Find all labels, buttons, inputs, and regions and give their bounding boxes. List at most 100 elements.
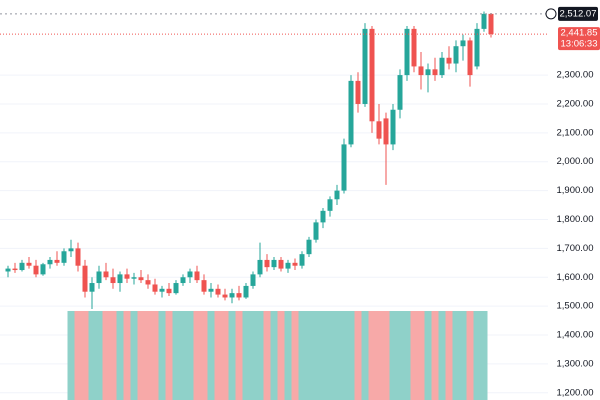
volume-bar (291, 311, 299, 400)
volume-bar (326, 311, 334, 400)
candle-body (243, 285, 249, 298)
price-axis: 1,200.00 1,300.00 1,400.00 1,500.00 1,600.00… (545, 6, 600, 398)
candle-body (362, 28, 368, 104)
volume-bar (179, 311, 187, 400)
volume-bar (312, 311, 320, 400)
candle-body (390, 109, 396, 145)
candle-body (19, 262, 25, 271)
volume-bar (277, 311, 285, 400)
candle-body (124, 274, 130, 279)
volume-bar (256, 311, 264, 400)
volume-bar (165, 311, 173, 400)
y-tick-label: 1,800.00 (557, 214, 594, 225)
candle-body (187, 271, 193, 278)
candle-body (481, 13, 487, 29)
candle-body (376, 121, 382, 139)
volume-bar (417, 311, 425, 400)
candle-body (292, 262, 298, 266)
last-price-box (558, 27, 600, 51)
volume-bar (249, 311, 257, 400)
y-tick-label: 1,200.00 (557, 387, 594, 398)
candle-body (194, 271, 200, 281)
volume-bar (445, 311, 453, 400)
volume-bar (361, 311, 369, 400)
volume-bar (151, 311, 159, 400)
volume-bar (438, 311, 446, 400)
volume-bar (333, 311, 341, 400)
countdown: 13:06:33 (561, 39, 598, 50)
candle-body (418, 66, 424, 76)
candle-body (369, 28, 375, 122)
y-tick-label: 1,900.00 (557, 185, 594, 196)
candle-body (432, 69, 438, 76)
volume-bar (186, 311, 194, 400)
candle-body (96, 271, 102, 284)
volume-bar (235, 311, 243, 400)
candle-body (131, 277, 137, 279)
candle-body (460, 40, 466, 47)
volume-bar (473, 311, 481, 400)
volume-bar (284, 311, 292, 400)
volume-bar (298, 311, 306, 400)
candle-body (89, 283, 95, 292)
volume-bar (109, 311, 117, 400)
volume-bar (263, 311, 271, 400)
candle-body (348, 80, 354, 145)
volume-bar (228, 311, 236, 400)
volume-bar (424, 311, 432, 400)
volume-bar (214, 311, 222, 400)
volume-bar (452, 311, 460, 400)
candle-body (425, 69, 431, 76)
candle-body (173, 283, 179, 294)
volume-bar (88, 311, 96, 400)
candle-body (467, 40, 473, 76)
volume-bar (81, 311, 89, 400)
volume-bar (242, 311, 250, 400)
last-price-label: 2,441.85 (561, 28, 598, 39)
high-label-box (558, 6, 598, 21)
candle-body (229, 293, 235, 298)
candle-body (474, 28, 480, 67)
volume-bar (74, 311, 82, 400)
volume-bar (200, 311, 208, 400)
volume-bar (95, 311, 103, 400)
y-tick-label: 1,500.00 (557, 301, 594, 312)
volume-bar (431, 311, 439, 400)
candle-body (222, 294, 228, 298)
candle-body (75, 248, 81, 266)
volume-bar (158, 311, 166, 400)
candle-body (201, 280, 207, 292)
candle-body (257, 259, 263, 275)
candle-body (299, 254, 305, 266)
volume-bar (116, 311, 124, 400)
candle-body (12, 268, 18, 271)
volume-bar (480, 311, 488, 400)
volume-bar (375, 311, 383, 400)
volume-bar (270, 311, 278, 400)
candle-body (5, 268, 11, 272)
volume-bar (466, 311, 474, 400)
high-icon (545, 8, 557, 20)
candle-body (215, 288, 221, 295)
candle-body (117, 274, 123, 284)
volume-bar (102, 311, 110, 400)
volume-bar (67, 311, 75, 400)
candle-body (68, 248, 74, 252)
candle-body (82, 265, 88, 292)
volume-bar (319, 311, 327, 400)
candle-body (453, 46, 459, 64)
candle-body (488, 13, 494, 35)
candle-body (110, 277, 116, 284)
volume-bar (193, 311, 201, 400)
candle-body (47, 259, 53, 265)
candle-body (236, 293, 242, 298)
candle-body (446, 57, 452, 64)
volume-bar (410, 311, 418, 400)
volume-bar (368, 311, 376, 400)
candle-body (313, 222, 319, 240)
volume-bar (403, 311, 411, 400)
candle-body (327, 199, 333, 211)
candles (0, 11, 548, 310)
y-tick-label: 2,100.00 (557, 127, 594, 138)
